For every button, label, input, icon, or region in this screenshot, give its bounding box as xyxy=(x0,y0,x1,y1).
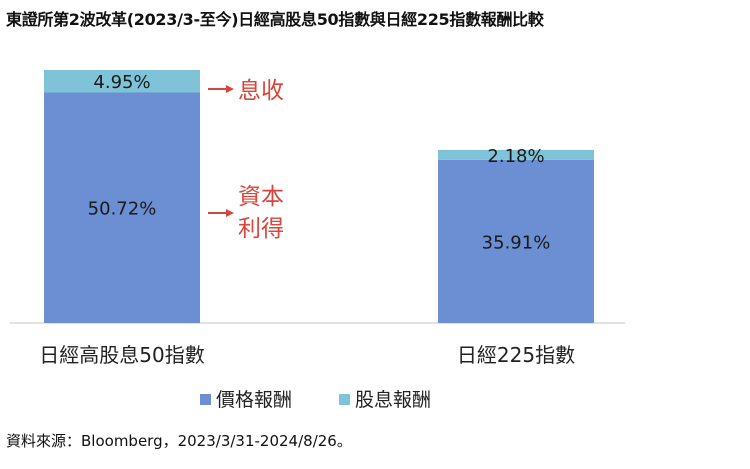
annotation-text: 資本 xyxy=(238,184,284,210)
legend: 價格報酬 股息報酬 xyxy=(200,389,431,411)
data-label: 2.18% xyxy=(487,146,544,167)
data-label: 4.95% xyxy=(93,72,150,93)
annotation-text: 利得 xyxy=(238,216,284,242)
data-label: 50.72% xyxy=(88,199,157,220)
legend-label-dividend: 股息報酬 xyxy=(355,389,431,411)
source-note: 資料來源：Bloomberg，2023/3/31-2024/8/26。 xyxy=(6,432,352,450)
legend-swatch-dividend xyxy=(339,394,350,405)
annotation-text: 息收 xyxy=(238,78,284,104)
arrow-head-icon xyxy=(226,209,234,217)
bar-segment-dividend xyxy=(44,70,200,93)
category-label: 日經高股息50指數 xyxy=(39,343,204,367)
bar-segment-dividend xyxy=(438,149,594,160)
legend-label-price: 價格報酬 xyxy=(216,389,292,411)
bar-segment-price xyxy=(438,159,594,323)
category-label: 日經225指數 xyxy=(457,343,575,367)
bar-segment-price xyxy=(44,92,200,323)
legend-swatch-price xyxy=(200,394,211,405)
data-label: 35.91% xyxy=(482,232,551,253)
annotation-capital-gain: 資本 利得 xyxy=(208,184,284,242)
arrow-head-icon xyxy=(226,85,234,93)
annotation-dividend: 息收 xyxy=(208,78,284,104)
chart-title: 東證所第2波改革(2023/3-至今)日經高股息50指數與日經225指數報酬比較 xyxy=(6,10,544,29)
